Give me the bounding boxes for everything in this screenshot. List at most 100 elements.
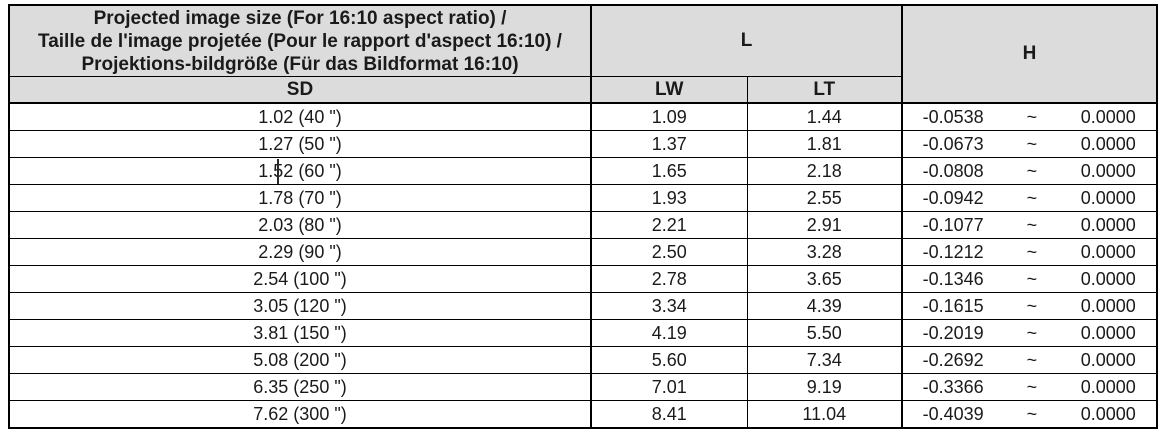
h-cell: -0.3366 ~0.0000 <box>901 373 1158 401</box>
h-max-value: 0.0000 <box>1080 404 1136 424</box>
title-line-fr: Taille de l'image projetée (Pour le rapp… <box>38 30 562 52</box>
h-min-value: -0.4039 <box>922 404 984 424</box>
h-min-value: -0.0942 <box>922 188 984 208</box>
h-max-value: 0.0000 <box>1080 296 1136 316</box>
lw-cell: 1.93 <box>590 184 748 212</box>
tilde-symbol: ~ <box>1026 323 1038 343</box>
h-max-value: 0.0000 <box>1080 323 1136 343</box>
h-max-value: 0.0000 <box>1080 215 1136 235</box>
h-max-value: 0.0000 <box>1080 161 1136 181</box>
column-header-lt: LT <box>746 76 903 104</box>
column-header-sd: SD <box>8 76 592 104</box>
sd-cell: 3.05 (120 ") <box>8 292 592 320</box>
tilde-symbol: ~ <box>1026 134 1038 154</box>
tilde-symbol: ~ <box>1026 161 1038 181</box>
table-row: 3.81 (150 ") 4.19 5.50 -0.2019 ~0.0000 <box>8 319 1158 347</box>
lt-cell: 2.55 <box>746 184 903 212</box>
sd-cell: 7.62 (300 ") <box>8 400 592 429</box>
column-header-lw: LW <box>590 76 748 104</box>
h-min-value: -0.2692 <box>922 350 984 370</box>
lt-cell: 7.34 <box>746 346 903 374</box>
lt-cell: 4.39 <box>746 292 903 320</box>
title-line-en: Projected image size (For 16:10 aspect r… <box>93 7 507 29</box>
h-min-value: -0.1077 <box>922 215 984 235</box>
lt-cell: 5.50 <box>746 319 903 347</box>
sd-cell: 2.54 (100 ") <box>8 265 592 293</box>
lw-cell: 8.41 <box>590 400 748 429</box>
h-min-value: -0.1615 <box>922 296 984 316</box>
h-cell: -0.0808 ~0.0000 <box>901 157 1158 185</box>
h-min-value: -0.0808 <box>922 161 984 181</box>
lt-cell: 1.81 <box>746 130 903 158</box>
h-min-value: -0.1212 <box>922 242 984 262</box>
h-cell: -0.1615 ~0.0000 <box>901 292 1158 320</box>
lt-cell: 11.04 <box>746 400 903 429</box>
projection-distance-table: Projected image size (For 16:10 aspect r… <box>8 4 1159 429</box>
h-max-value: 0.0000 <box>1080 242 1136 262</box>
tilde-symbol: ~ <box>1026 215 1038 235</box>
h-cell: -0.0538 ~0.0000 <box>901 102 1158 131</box>
sd-cell: 2.03 (80 ") <box>8 211 592 239</box>
h-max-value: 0.0000 <box>1080 134 1136 154</box>
title-line-de: Projektions-bildgröße (Für das Bildforma… <box>81 53 519 75</box>
text-cursor-artifact <box>277 159 279 184</box>
tilde-symbol: ~ <box>1026 188 1038 208</box>
lt-cell: 2.91 <box>746 211 903 239</box>
h-cell: -0.1077 ~0.0000 <box>901 211 1158 239</box>
h-cell: -0.0673 ~0.0000 <box>901 130 1158 158</box>
lt-cell: 1.44 <box>746 102 903 131</box>
table-row: 7.62 (300 ") 8.41 11.04 -0.4039 ~0.0000 <box>8 400 1158 429</box>
lw-cell: 3.34 <box>590 292 748 320</box>
table-row: 2.03 (80 ") 2.21 2.91 -0.1077 ~0.0000 <box>8 211 1158 239</box>
lw-cell: 7.01 <box>590 373 748 401</box>
table-row: 1.78 (70 ") 1.93 2.55 -0.0942 ~0.0000 <box>8 184 1158 212</box>
tilde-symbol: ~ <box>1026 107 1038 127</box>
h-min-value: -0.3366 <box>922 377 984 397</box>
h-cell: -0.1346 ~0.0000 <box>901 265 1158 293</box>
h-max-value: 0.0000 <box>1080 377 1136 397</box>
h-cell: -0.4039 ~0.0000 <box>901 400 1158 429</box>
lw-cell: 2.78 <box>590 265 748 293</box>
lw-cell: 1.09 <box>590 102 748 131</box>
tilde-symbol: ~ <box>1026 350 1038 370</box>
tilde-symbol: ~ <box>1026 296 1038 316</box>
h-min-value: -0.0673 <box>922 134 984 154</box>
sd-cell: 1.78 (70 ") <box>8 184 592 212</box>
h-max-value: 0.0000 <box>1080 269 1136 289</box>
sd-cell: 6.35 (250 ") <box>8 373 592 401</box>
h-min-value: -0.0538 <box>922 107 984 127</box>
table-row: 2.54 (100 ") 2.78 3.65 -0.1346 ~0.0000 <box>8 265 1158 293</box>
projected-image-size-header: Projected image size (For 16:10 aspect r… <box>8 4 592 77</box>
tilde-symbol: ~ <box>1026 404 1038 424</box>
table-row: 1.02 (40 ") 1.09 1.44 -0.0538 ~0.0000 <box>8 102 1158 131</box>
lw-cell: 2.50 <box>590 238 748 266</box>
table-row: 1.52 (60 ") 1.65 2.18 -0.0808 ~0.0000 <box>8 157 1158 185</box>
lw-cell: 1.65 <box>590 157 748 185</box>
lt-cell: 2.18 <box>746 157 903 185</box>
table-row: 3.05 (120 ") 3.34 4.39 -0.1615 ~0.0000 <box>8 292 1158 320</box>
column-header-h: H <box>901 4 1158 104</box>
sd-cell: 1.52 (60 ") <box>8 157 592 185</box>
lt-cell: 3.28 <box>746 238 903 266</box>
sd-cell: 3.81 (150 ") <box>8 319 592 347</box>
sd-cell: 5.08 (200 ") <box>8 346 592 374</box>
tilde-symbol: ~ <box>1026 242 1038 262</box>
sd-cell: 1.27 (50 ") <box>8 130 592 158</box>
h-max-value: 0.0000 <box>1080 107 1136 127</box>
column-header-l: L <box>589 4 903 77</box>
header-row-2: SD LW LT <box>8 76 1157 104</box>
h-cell: -0.0942 ~0.0000 <box>901 184 1158 212</box>
lt-cell: 9.19 <box>746 373 903 401</box>
lw-cell: 2.21 <box>590 211 748 239</box>
header-row-1: Projected image size (For 16:10 aspect r… <box>8 4 1158 104</box>
lt-cell: 3.65 <box>746 265 903 293</box>
table-row: 6.35 (250 ") 7.01 9.19 -0.3366 ~0.0000 <box>8 373 1158 401</box>
h-min-value: -0.1346 <box>922 269 984 289</box>
table-row: 2.29 (90 ") 2.50 3.28 -0.1212 ~0.0000 <box>8 238 1158 266</box>
h-max-value: 0.0000 <box>1080 350 1136 370</box>
h-min-value: -0.2019 <box>922 323 984 343</box>
lw-cell: 1.37 <box>590 130 748 158</box>
h-max-value: 0.0000 <box>1080 188 1136 208</box>
tilde-symbol: ~ <box>1026 269 1038 289</box>
